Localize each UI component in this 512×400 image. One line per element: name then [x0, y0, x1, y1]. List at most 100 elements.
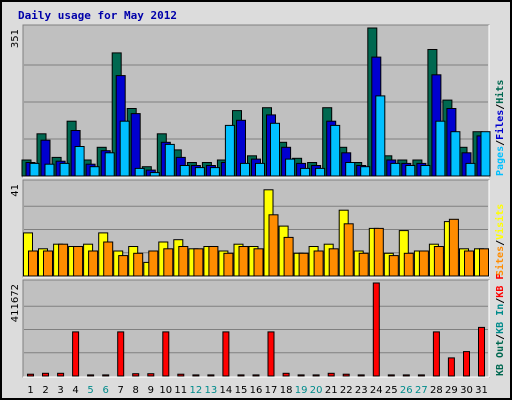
bar-kb-f-day-14	[222, 331, 230, 377]
bar-kb-f-day-11	[177, 373, 185, 377]
bar-pages-day-5	[89, 166, 100, 177]
y-max-label: 411672	[10, 284, 21, 322]
bar-kb-f-day-12	[192, 374, 200, 377]
x-tick-label-day-8: 8	[133, 385, 139, 396]
bar-sites-day-2	[43, 250, 53, 277]
bar-pages-day-14	[224, 124, 235, 177]
bar-sites-day-6	[103, 241, 114, 277]
panel-background	[22, 279, 490, 378]
legend-separator: /	[495, 334, 506, 340]
x-tick-label-day-10: 10	[159, 385, 172, 396]
panel-2: 41 Sites/Visits	[10, 179, 506, 278]
legend-kb-in: KB In	[495, 304, 506, 334]
bar-pages-day-24	[375, 95, 386, 177]
bar-kb-f-day-24	[372, 282, 380, 377]
bar-kb-f-day-2	[42, 372, 49, 377]
bar-pages-day-19	[300, 167, 311, 177]
legend-files: Files	[494, 110, 506, 140]
bar-sites-day-27	[418, 250, 429, 277]
bar-pages-day-9	[149, 172, 160, 177]
x-tick-label-day-26: 26	[400, 385, 413, 396]
bar-sites-day-11	[178, 246, 189, 277]
chart-title: Daily usage for May 2012	[18, 9, 177, 22]
bar-kb-f-day-27	[417, 374, 425, 377]
x-tick-label-day-23: 23	[355, 385, 368, 396]
bar-sites-day-20	[313, 250, 324, 277]
bar-pages-day-31	[480, 131, 491, 177]
x-tick-label-day-14: 14	[220, 385, 233, 396]
bar-pages-day-7	[119, 120, 130, 177]
bar-kb-f-day-21	[327, 372, 335, 377]
legend-hits: Hits	[494, 80, 506, 104]
bar-sites-day-17	[268, 214, 279, 277]
legend-separator: /	[495, 140, 506, 146]
bar-sites-day-22	[343, 223, 354, 277]
bar-pages-day-21	[330, 124, 341, 177]
bar-kb-f-day-19	[297, 374, 305, 377]
legend-separator: /	[495, 298, 506, 304]
bar-pages-day-22	[345, 162, 356, 177]
x-tick-label-day-16: 16	[250, 385, 263, 396]
bar-sites-day-14	[223, 252, 234, 277]
legend: Sites/Visits	[494, 204, 506, 276]
x-tick-label-day-29: 29	[445, 385, 458, 396]
bar-pages-day-29	[450, 131, 461, 177]
legend: Pages/Files/Hits	[494, 80, 506, 176]
x-tick-label-day-5: 5	[87, 385, 93, 396]
x-tick-label-day-24: 24	[370, 385, 383, 396]
x-tick-label-day-13: 13	[205, 385, 218, 396]
bar-sites-day-24	[373, 227, 384, 277]
bar-sites-day-7	[118, 255, 129, 277]
bar-kb-f-day-13	[207, 374, 215, 377]
x-tick-label-day-6: 6	[103, 385, 109, 396]
bar-files-day-8	[130, 113, 141, 177]
bar-pages-day-6	[104, 152, 115, 177]
bar-pages-day-4	[74, 146, 85, 177]
bar-sites-day-15	[238, 246, 249, 277]
x-tick-label-day-21: 21	[325, 385, 338, 396]
bar-pages-day-2	[44, 163, 55, 177]
x-tick-label-day-2: 2	[42, 385, 48, 396]
bar-sites-day-19	[298, 252, 309, 277]
bar-kb-f-day-9	[147, 373, 155, 377]
x-tick-label-day-9: 9	[148, 385, 154, 396]
bar-kb-f-day-8	[132, 373, 140, 377]
bar-sites-day-26	[403, 252, 414, 277]
bar-pages-day-17	[270, 122, 280, 177]
bar-sites-day-13	[208, 246, 219, 277]
bar-kb-f-day-6	[102, 374, 110, 377]
x-tick-label-day-19: 19	[295, 385, 308, 396]
x-axis: 1 2 3 4 5 6 7 8 9 10 11 12 13 14 15 16 17 18 19 20 21 22 23 24 2…	[27, 385, 488, 396]
bar-pages-day-18	[285, 158, 296, 177]
legend-kb-out: KB Out	[495, 340, 506, 376]
bar-pages-day-3	[59, 162, 70, 177]
bar-sites-day-9	[148, 250, 159, 277]
x-tick-label-day-31: 31	[475, 385, 488, 396]
bar-kb-f-day-10	[162, 331, 170, 377]
x-tick-label-day-3: 3	[57, 385, 63, 396]
bar-kb-f-day-7	[117, 331, 125, 377]
bar-kb-f-day-29	[447, 357, 455, 377]
bar-pages-day-12	[194, 167, 205, 177]
bar-pages-day-11	[179, 165, 190, 177]
bar-pages-day-20	[315, 167, 326, 177]
bar-kb-f-day-17	[267, 331, 275, 377]
legend-separator: /	[495, 104, 506, 110]
legend-sites: Sites	[494, 246, 506, 276]
bar-pages-day-15	[240, 162, 250, 177]
bar-kb-f-day-28	[432, 331, 440, 377]
bar-pages-day-13	[209, 167, 220, 177]
x-tick-label-day-4: 4	[72, 385, 78, 396]
bar-sites-day-23	[358, 252, 369, 277]
x-tick-label-day-27: 27	[415, 385, 428, 396]
panel-background	[22, 24, 490, 178]
bar-sites-day-29	[448, 218, 459, 277]
bar-kb-f-day-4	[72, 331, 80, 377]
x-tick-label-day-17: 17	[265, 385, 278, 396]
legend-kb-f: KB F	[495, 274, 506, 298]
bar-kb-f-day-3	[57, 372, 65, 377]
bar-pages-day-8	[134, 167, 145, 177]
